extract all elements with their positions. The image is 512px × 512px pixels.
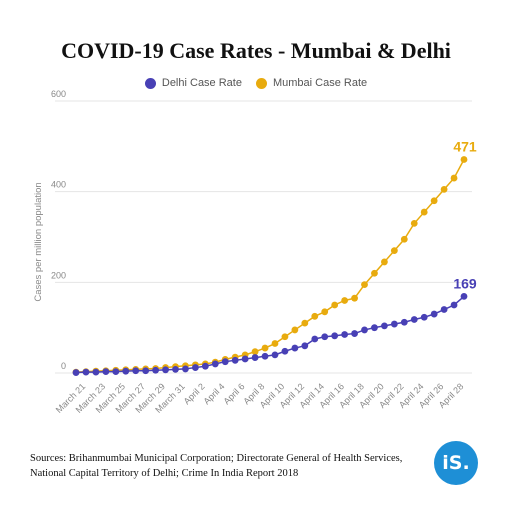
y-axis-label: Cases per million population — [33, 182, 44, 301]
data-point-mumbai-28 — [351, 294, 358, 302]
x-tick-label-april-6: April 6 — [221, 381, 246, 406]
data-point-delhi-35 — [420, 313, 428, 321]
data-point-delhi-36 — [430, 310, 438, 318]
data-point-mumbai-34 — [410, 220, 418, 227]
data-point-delhi-20 — [271, 351, 279, 359]
data-point-delhi-29 — [361, 326, 368, 334]
data-point-delhi-34 — [410, 316, 418, 323]
series-line-delhi — [75, 295, 465, 374]
data-point-delhi-19 — [261, 352, 269, 360]
data-point-delhi-4 — [112, 368, 120, 376]
chart-title: COVID-19 Case Rates - Mumbai & Delhi — [61, 38, 451, 63]
data-point-delhi-14 — [211, 360, 219, 368]
data-point-delhi-3 — [102, 368, 110, 376]
data-point-delhi-8 — [152, 366, 159, 374]
legend-item-delhi[interactable]: Delhi Case Rate — [144, 77, 242, 89]
data-point-delhi-5 — [122, 367, 130, 375]
data-point-mumbai-21 — [281, 333, 289, 341]
data-point-mumbai-18 — [251, 348, 259, 356]
legend-label-mumbai: Mumbai Case Rate — [272, 77, 368, 89]
legend-swatch-delhi — [144, 77, 156, 89]
data-point-mumbai-37 — [440, 186, 448, 193]
data-point-mumbai-22 — [291, 326, 299, 334]
data-point-delhi-27 — [341, 331, 349, 338]
x-tick-label-april-2: April 2 — [182, 381, 207, 406]
end-value-label-delhi: 169 — [453, 275, 477, 291]
y-tick-label-0: 0 — [61, 361, 66, 371]
data-point-mumbai-26 — [331, 301, 339, 309]
data-point-mumbai-39 — [460, 156, 468, 163]
end-value-label-mumbai: 471 — [453, 138, 477, 154]
data-point-delhi-33 — [400, 318, 408, 326]
data-point-delhi-13 — [201, 362, 209, 370]
data-point-delhi-16 — [231, 356, 239, 364]
data-point-mumbai-30 — [371, 269, 378, 277]
legend-swatch-mumbai — [255, 77, 267, 89]
data-point-delhi-39 — [460, 292, 468, 300]
y-tick-label-400: 400 — [51, 180, 66, 190]
data-point-delhi-38 — [450, 301, 458, 309]
data-point-mumbai-33 — [400, 235, 408, 243]
data-point-delhi-24 — [311, 335, 319, 343]
data-point-mumbai-24 — [311, 312, 319, 320]
data-point-delhi-17 — [241, 355, 249, 363]
data-point-mumbai-29 — [361, 281, 368, 288]
data-point-delhi-9 — [162, 366, 169, 374]
data-point-mumbai-27 — [341, 297, 349, 304]
data-point-mumbai-19 — [261, 344, 269, 352]
data-point-mumbai-38 — [450, 174, 458, 182]
data-point-delhi-18 — [251, 354, 259, 361]
data-point-delhi-11 — [182, 365, 189, 373]
data-point-delhi-2 — [92, 368, 100, 376]
data-point-delhi-23 — [301, 342, 309, 350]
chart-legend: Delhi Case Rate Mumbai Case Rate — [0, 77, 512, 89]
data-point-mumbai-20 — [271, 340, 279, 347]
data-point-delhi-1 — [82, 368, 90, 376]
x-tick-label-april-4: April 4 — [202, 381, 227, 406]
data-point-mumbai-35 — [420, 208, 428, 216]
legend-label-delhi: Delhi Case Rate — [161, 77, 242, 89]
data-point-mumbai-36 — [430, 197, 438, 205]
data-point-delhi-28 — [351, 330, 358, 337]
source-note: Sources: Brihanmumbai Municipal Corporat… — [30, 453, 403, 479]
data-point-delhi-25 — [321, 333, 329, 341]
y-tick-label-200: 200 — [51, 270, 66, 280]
data-point-delhi-15 — [221, 358, 229, 366]
data-point-mumbai-25 — [321, 308, 329, 316]
series-line-mumbai — [75, 159, 465, 373]
data-point-delhi-7 — [142, 367, 150, 375]
data-point-delhi-6 — [132, 367, 140, 375]
data-point-delhi-37 — [440, 306, 448, 313]
indiaspend-logo: iS. — [434, 441, 478, 485]
data-point-delhi-32 — [390, 320, 398, 328]
data-point-delhi-12 — [191, 364, 199, 371]
data-point-mumbai-31 — [381, 258, 388, 266]
y-tick-label-600: 600 — [51, 89, 66, 99]
data-point-mumbai-23 — [301, 319, 309, 327]
data-point-delhi-21 — [281, 347, 289, 355]
data-point-mumbai-32 — [390, 247, 398, 255]
data-point-delhi-0 — [72, 369, 80, 376]
data-point-delhi-22 — [291, 344, 299, 352]
data-point-delhi-26 — [331, 332, 339, 340]
data-point-delhi-31 — [381, 322, 388, 330]
data-point-delhi-30 — [371, 324, 378, 332]
legend-item-mumbai[interactable]: Mumbai Case Rate — [255, 77, 368, 89]
data-point-delhi-10 — [172, 365, 179, 373]
